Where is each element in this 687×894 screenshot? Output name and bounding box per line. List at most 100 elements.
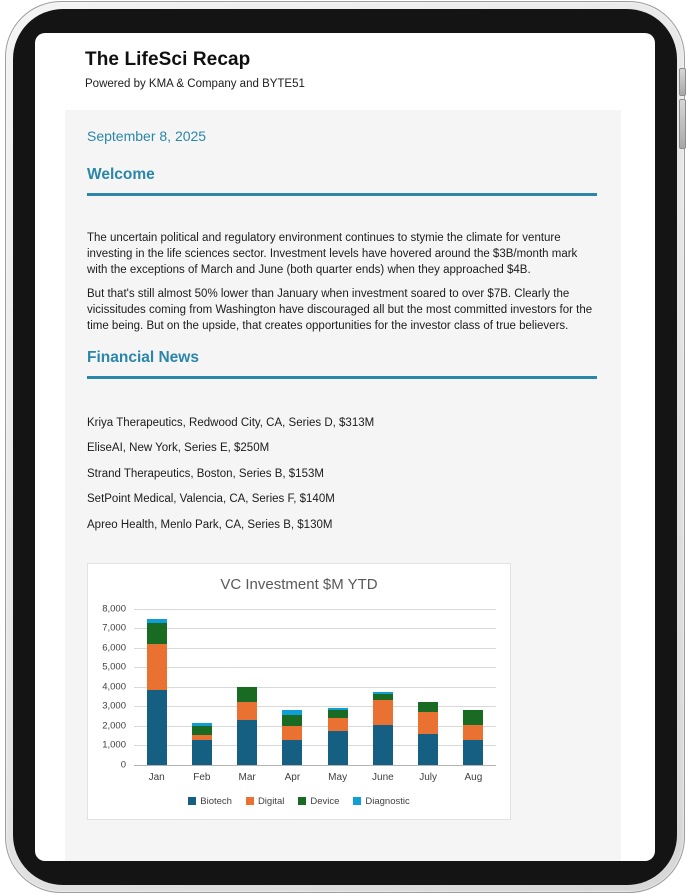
bar-segment-diagnostic <box>146 619 167 624</box>
bar-segment-biotech <box>237 719 258 765</box>
legend-swatch <box>188 797 197 806</box>
bar-segment-device <box>237 686 258 703</box>
volume-up-button <box>679 68 686 96</box>
gridline <box>134 745 496 747</box>
stacked-bar-july <box>418 702 439 765</box>
stacked-bar-may <box>327 708 348 765</box>
gridline <box>134 608 496 610</box>
bar-segment-diagnostic <box>327 708 348 710</box>
legend-swatch <box>245 797 254 806</box>
x-axis-label: May <box>328 771 348 783</box>
gridline <box>134 667 496 669</box>
x-axis-label: Aug <box>464 771 483 783</box>
gridline <box>134 686 496 688</box>
x-axis-label: July <box>419 771 438 783</box>
legend-swatch <box>353 797 362 806</box>
y-axis-label: 7,000 <box>102 622 126 634</box>
news-item: Apreo Health, Menlo Park, CA, Series B, … <box>87 518 333 531</box>
y-axis-label: 5,000 <box>102 661 126 673</box>
chart-title: VC Investment $M YTD <box>220 575 378 593</box>
news-item: Kriya Therapeutics, Redwood City, CA, Se… <box>87 416 375 429</box>
bar-segment-diagnostic <box>282 709 303 715</box>
x-axis-label: Jan <box>148 771 165 783</box>
legend-label: Biotech <box>200 795 232 807</box>
x-axis-label: Feb <box>193 771 211 783</box>
bar-column <box>451 609 496 765</box>
volume-down-button <box>679 99 686 149</box>
tablet-device: The LifeSci Recap Powered by KMA & Compa… <box>5 1 686 893</box>
bar-segment-digital <box>418 711 439 735</box>
y-axis-label: 2,000 <box>102 720 126 732</box>
news-item: Strand Therapeutics, Boston, Series B, $… <box>87 467 324 480</box>
gridline <box>134 725 496 727</box>
bar-segment-digital <box>463 724 484 741</box>
x-axis-label: Apr <box>284 771 301 783</box>
newsletter-header: The LifeSci Recap Powered by KMA & Compa… <box>35 33 655 90</box>
welcome-paragraph-1: The uncertain political and regulatory e… <box>87 232 578 277</box>
bar-segment-biotech <box>372 724 393 765</box>
gridline <box>134 628 496 630</box>
stacked-bar-apr <box>282 709 303 765</box>
welcome-paragraph-2: But that's still almost 50% lower than J… <box>87 288 593 333</box>
stacked-bar-feb <box>191 722 212 765</box>
bar-segment-device <box>146 623 167 644</box>
chart-legend: Biotech Digital Device Diagnostic <box>88 796 510 807</box>
bar-column <box>360 609 405 765</box>
bar-segment-digital <box>191 735 212 741</box>
x-axis-label: June <box>372 771 394 783</box>
bar-segment-device <box>327 709 348 718</box>
y-axis-label: 3,000 <box>102 700 126 712</box>
bar-segment-device <box>372 694 393 701</box>
news-list: Kriya Therapeutics, Redwood City, CA, Se… <box>87 415 597 533</box>
bar-segment-diagnostic <box>191 722 212 726</box>
bar-segment-digital <box>327 717 348 732</box>
bar-segment-digital <box>282 725 303 741</box>
x-axis-label: Mar <box>238 771 256 783</box>
bar-column <box>270 609 315 765</box>
chart-plot: 0 1,000 2,000 3,000 4,000 5,000 6,000 7,000 8,00… <box>102 603 496 770</box>
bar-segment-biotech <box>418 734 439 765</box>
tablet-bezel: The LifeSci Recap Powered by KMA & Compa… <box>13 9 677 885</box>
legend-label: Device <box>310 795 340 807</box>
y-axis-label: 6,000 <box>102 642 126 654</box>
financial-news-heading: Financial News <box>87 348 199 366</box>
chart-card: VC Investment $M YTD 0 1,000 2,000 3,000 4,0… <box>87 562 511 820</box>
legend-swatch <box>298 797 307 806</box>
stacked-bar-jan <box>146 619 167 765</box>
stacked-bar-aug <box>463 709 484 765</box>
y-axis-label: 0 <box>120 759 126 771</box>
page-subtitle: Powered by KMA & Company and BYTE51 <box>85 78 305 90</box>
bar-column <box>225 609 270 765</box>
legend-label: Digital <box>257 795 285 807</box>
news-item: EliseAI, New York, Series E, $250M <box>87 442 270 455</box>
legend-item-device: Device <box>298 796 339 807</box>
section-divider <box>87 375 597 379</box>
y-axis-label: 1,000 <box>102 739 126 751</box>
bar-area <box>134 609 496 765</box>
stacked-bar-june <box>372 692 393 765</box>
bar-segment-device <box>463 709 484 725</box>
legend-item-biotech: Biotech <box>188 796 232 807</box>
stacked-bar-mar <box>237 686 258 765</box>
gridline <box>134 764 496 766</box>
x-axis-labels: Jan Feb Mar Apr May June July Aug <box>134 772 496 783</box>
page-title: The LifeSci Recap <box>85 49 251 70</box>
gridline <box>134 647 496 649</box>
newsletter-body-panel: September 8, 2025 Welcome The uncertain … <box>65 110 621 861</box>
tablet-screen: The LifeSci Recap Powered by KMA & Compa… <box>35 33 655 861</box>
bar-segment-biotech <box>146 690 167 765</box>
legend-item-digital: Digital <box>245 795 285 807</box>
legend-label: Diagnostic <box>365 795 410 807</box>
bar-segment-biotech <box>282 740 303 765</box>
bar-segment-digital <box>146 643 167 691</box>
y-axis-label: 8,000 <box>102 603 126 615</box>
y-axis-label: 4,000 <box>102 681 126 693</box>
bar-column <box>406 609 451 765</box>
section-divider <box>87 193 597 196</box>
bar-segment-biotech <box>191 740 212 765</box>
bar-segment-digital <box>372 700 393 725</box>
bar-column <box>315 609 360 765</box>
bar-segment-diagnostic <box>372 692 393 695</box>
bar-segment-digital <box>237 702 258 720</box>
bar-segment-device <box>282 714 303 726</box>
